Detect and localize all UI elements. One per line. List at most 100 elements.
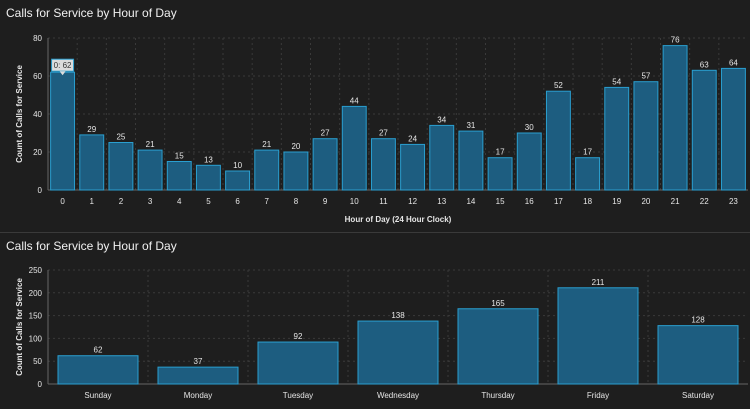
bar-value-label: 34 [437,115,446,124]
bar-value-label: 24 [408,134,417,143]
bar[interactable] [357,320,439,385]
bar-value-label: 10 [233,161,242,170]
hourly-bar-chart: 0204060800291252213154135106217208279441… [15,34,748,224]
bar[interactable] [557,287,639,385]
x-tick-label: 8 [294,197,299,206]
bar[interactable] [254,149,280,191]
bar[interactable] [166,161,192,191]
bar-value-label: 17 [496,148,505,157]
bar[interactable] [400,143,426,191]
x-tick-label: 20 [641,197,650,206]
bar[interactable] [341,105,367,191]
bar[interactable] [457,308,539,385]
y-tick-label: 0 [38,380,43,389]
bar-value-label: 20 [291,142,300,151]
bar[interactable] [429,124,455,191]
x-tick-label: 5 [206,197,211,206]
bar-value-label: 57 [641,72,650,81]
bar[interactable] [487,157,513,191]
bar-value-label: 64 [729,58,738,67]
bar-value-label: 37 [194,357,203,366]
x-tick-label: 10 [350,197,359,206]
x-tick-label: 18 [583,197,592,206]
bar[interactable] [516,132,542,191]
x-tick-label: 19 [612,197,621,206]
bar-value-label: 165 [491,299,505,308]
bar-value-label: 138 [391,311,405,320]
bar-value-label: 62 [94,346,103,355]
bar[interactable] [108,142,134,191]
daily-bar-chart: 0 50 100 150 200 250 62 Sunday 37 Monday 92 Tuesday… [15,266,748,400]
bar-value-label: 13 [204,155,213,164]
bar-tooltip: 0: 62 [51,58,75,76]
bar[interactable] [57,355,139,385]
x-axis-label: Hour of Day (24 Hour Clock) [345,215,452,224]
x-tick-label: Saturday [682,391,714,400]
bar-value-label: 211 [592,278,605,287]
bar-value-label: 92 [294,332,303,341]
bar[interactable] [225,170,251,191]
bar[interactable] [545,90,571,191]
y-tick-label: 20 [33,148,42,157]
hourly-chart-title: Calls for Service by Hour of Day [6,6,177,20]
bar[interactable] [79,134,105,191]
bar[interactable] [50,71,76,191]
x-tick-label: 16 [525,197,534,206]
x-tick-label: 9 [323,197,328,206]
bar[interactable] [283,151,309,191]
y-axis-label: Count of Calls for Service [15,65,24,163]
x-tick-label: Friday [587,391,609,400]
bar-value-label: 52 [554,81,563,90]
bar[interactable] [691,69,717,191]
x-tick-label: 13 [437,197,446,206]
bar[interactable] [662,45,688,191]
x-tick-label: 23 [729,197,738,206]
daily-chart-title: Calls for Service by Hour of Day [6,239,177,253]
bar[interactable] [604,86,630,191]
x-tick-label: 1 [90,197,95,206]
bar-value-label: 27 [379,129,388,138]
x-tick-label: Monday [184,391,212,400]
bar[interactable] [257,341,339,385]
y-tick-label: 100 [29,334,43,343]
bar[interactable] [720,67,746,191]
x-tick-label: 11 [379,197,388,206]
x-tick-label: 14 [466,197,475,206]
y-tick-label: 80 [33,34,42,43]
bar[interactable] [195,164,221,191]
x-tick-label: Thursday [481,391,514,400]
x-tick-label: 21 [671,197,680,206]
x-tick-label: Tuesday [283,391,313,400]
y-tick-label: 200 [29,289,43,298]
bar-value-label: 29 [87,125,96,134]
x-tick-label: 2 [119,197,124,206]
bar-value-label: 44 [350,96,359,105]
y-tick-label: 40 [33,110,42,119]
bar[interactable] [312,138,338,191]
x-tick-label: Sunday [84,391,111,400]
bar[interactable] [575,157,601,191]
x-tick-label: 7 [265,197,270,206]
bar-value-label: 30 [525,123,534,132]
bar-value-label: 128 [691,316,705,325]
bar-value-label: 27 [321,129,330,138]
y-axis-label: Count of Calls for Service [15,278,24,376]
bar-value-label: 54 [612,77,621,86]
bar-value-label: 63 [700,60,709,69]
bar[interactable] [657,325,739,385]
x-tick-label: 22 [700,197,709,206]
bar[interactable] [137,149,163,191]
bar-value-label: 17 [583,148,592,157]
y-tick-label: 60 [33,72,42,81]
x-tick-label: 15 [496,197,505,206]
bar[interactable] [458,130,484,191]
bar-value-label: 21 [262,140,271,149]
x-tick-label: Wednesday [377,391,419,400]
bar[interactable] [370,138,396,191]
bar[interactable] [157,366,239,385]
x-tick-label: 12 [408,197,417,206]
y-tick-label: 0 [38,186,43,195]
hourly-chart-panel: Calls for Service by Hour of Day 0 20 40 60… [6,6,748,224]
tooltip-pointer [59,71,66,76]
bar[interactable] [633,81,659,191]
